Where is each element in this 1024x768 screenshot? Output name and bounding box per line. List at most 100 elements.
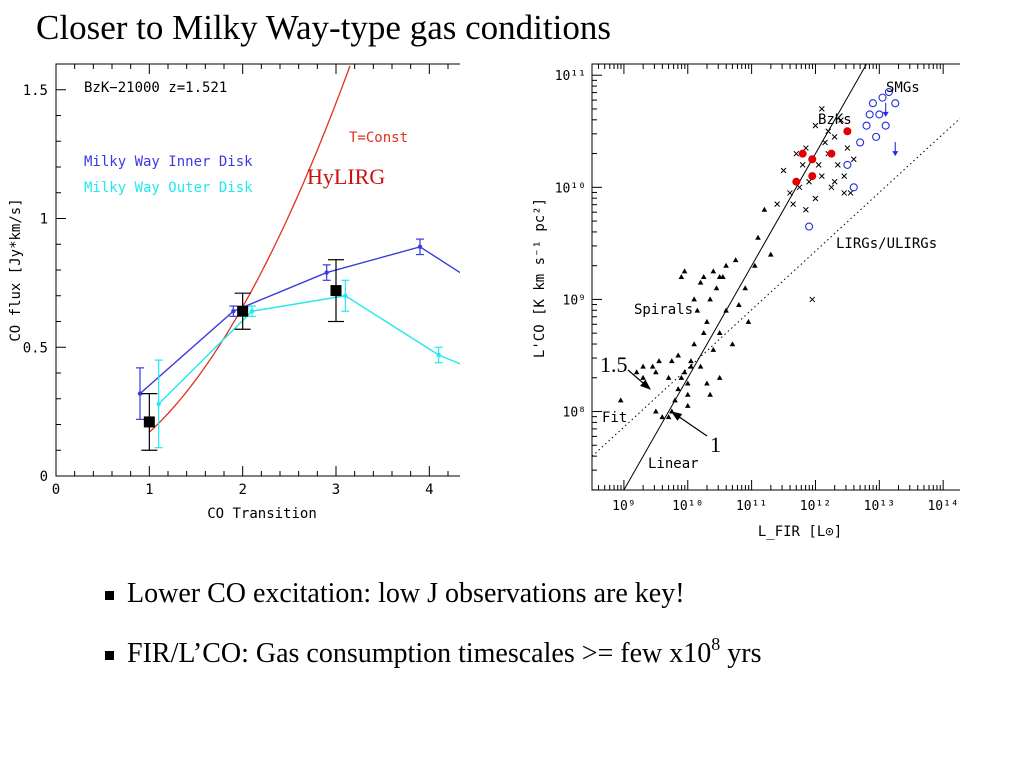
right-label-smgs: SMGs [886,80,920,96]
right-smg-point [891,99,900,108]
right-lirg-point [834,162,841,168]
right-spiral-point [688,358,694,364]
right-smg-limit-head [892,151,899,157]
right-label-slope1: 1 [710,432,721,457]
right-spiral-point [675,352,681,358]
right-spiral-point [665,374,672,380]
right-spiral-point [716,374,723,380]
right-lirg-point [838,117,844,123]
right-spiral-point [694,307,701,313]
right-smg-point [856,138,865,147]
right-spiral-point [716,274,723,279]
left-inner-point [137,391,143,396]
right-lirg-point [774,201,781,207]
left-ylabel: CO flux [Jy*km/s] [8,198,24,341]
right-bzk-point [798,149,807,158]
right-smg-point [843,160,852,169]
right-lirg-point [825,128,832,135]
right-spiral-point [691,296,697,302]
right-smg-point [865,110,874,119]
left-tconst-curve [148,65,351,433]
right-lirg-point [806,178,812,185]
right-bzk-point [808,155,817,164]
right-y-tick-label: 10¹¹ [555,69,586,84]
bullet-square-icon [105,591,114,600]
right-arrow-slope15 [627,369,651,390]
right-label-fit: Fit [602,410,627,426]
right-smg-point [805,222,814,231]
right-spiral-point [681,268,688,274]
right-fit-line [591,117,960,457]
right-spiral-point [704,380,710,386]
right-spiral-point [678,374,685,380]
left-y-tick-label: 0 [40,469,48,485]
right-ylabel: L'CO [K km s⁻¹ pc²] [532,198,548,358]
right-spiral-point [723,307,729,313]
right-plot-frame [591,63,960,491]
right-y-tick-label: 10⁸ [563,406,586,421]
bullet-text-tail: yrs [720,638,762,669]
left-y-tick-label: 1 [40,212,48,228]
right-spiral-point [707,391,713,397]
right-spiral-point [710,346,717,352]
right-spiral-point [633,369,640,375]
right-x-tick-label: 10¹³ [864,499,895,514]
right-spiral-point [761,206,768,212]
right-spiral-point [669,358,675,364]
right-lirg-point [828,184,835,191]
right-spiral-point [675,386,681,392]
left-legend-inner: Milky Way Inner Disk [84,154,253,170]
right-label-lirgs: LIRGs/ULIRGs [836,236,937,252]
right-x-tick-label: 10¹⁰ [672,499,703,514]
right-spiral-point [732,257,739,263]
right-spiral-point [678,274,685,279]
left-legend-outer: Milky Way Outer Disk [84,180,253,196]
left-xlabel: CO Transition [207,506,317,522]
right-x-tick-label: 10¹¹ [736,499,767,514]
bullet-square-icon [105,651,114,660]
right-bzk-point [827,149,836,158]
co-sled-chart: 0 1 2 3 4 0 0.5 1 1.5 BzK−21000 z=1.521 Milky Wa… [8,63,460,522]
right-spiral-point [729,341,736,347]
slide-title: Closer to Milky Way-type gas conditions [36,8,611,47]
right-smg-point [872,132,881,141]
right-x-tick-label: 10¹² [800,499,831,514]
right-lirg-point [822,139,828,146]
right-spiral-point [742,285,749,291]
right-lirg-point [818,105,825,112]
right-lirg-point [841,173,848,179]
left-outer-point [156,401,161,407]
right-spiral-point [697,363,704,369]
left-inner-line [139,246,460,395]
right-lirg-point [815,162,822,168]
right-spiral-point [697,279,704,285]
right-spiral-point [691,341,697,347]
left-y-tick-label: 1.5 [23,83,48,99]
bullet-text-main: FIR/L’CO: Gas consumption timescales >= … [127,638,712,669]
right-lirg-point [850,156,857,163]
right-y-tick-label: 10⁹ [563,293,586,308]
right-spiral-point [700,330,707,336]
left-outer-point [249,309,255,314]
right-spiral-point [684,391,691,397]
right-y-tick-label: 10¹⁰ [555,181,586,196]
left-label-hylirg: HyLIRG [307,164,385,189]
left-outer-point [436,352,441,358]
right-spiral-point [684,380,691,386]
right-arrow-slope1 [671,411,708,437]
right-spiral-point [617,397,624,403]
right-spiral-point [704,318,710,324]
right-label-linear: Linear [648,456,699,472]
right-spiral-point [665,414,672,420]
right-lirg-point [809,296,816,303]
right-lirg-point [847,190,854,196]
left-plot-frame [55,63,460,477]
right-spiral-point [656,358,662,364]
right-smg-point [868,99,877,108]
left-observed-point [330,285,342,297]
left-inner-point [324,270,329,275]
left-annotation-source: BzK−21000 z=1.521 [84,80,227,96]
right-spiral-point [755,234,761,240]
bullet-text: Lower CO excitation: low J observations … [127,578,685,609]
left-x-tick-label: 3 [332,482,340,498]
